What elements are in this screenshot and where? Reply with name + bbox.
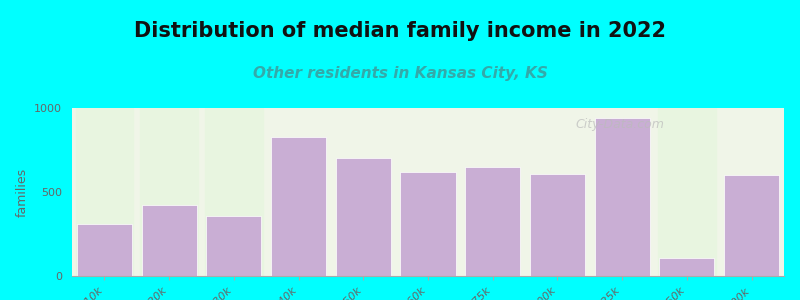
Text: City-Data.com: City-Data.com xyxy=(576,118,665,131)
Bar xyxy=(724,175,779,276)
Bar xyxy=(75,108,133,276)
Bar xyxy=(77,224,132,276)
Text: Other residents in Kansas City, KS: Other residents in Kansas City, KS xyxy=(253,66,547,81)
Text: Distribution of median family income in 2022: Distribution of median family income in … xyxy=(134,21,666,41)
Bar xyxy=(205,108,262,276)
Bar xyxy=(401,172,455,276)
Bar xyxy=(336,158,390,276)
Bar xyxy=(140,108,198,276)
Bar xyxy=(530,173,585,276)
Bar xyxy=(142,206,197,276)
Bar xyxy=(466,167,520,276)
Bar xyxy=(659,257,714,276)
Y-axis label: families: families xyxy=(16,167,29,217)
Bar xyxy=(271,136,326,276)
Bar xyxy=(594,118,650,276)
Bar xyxy=(206,215,262,276)
Bar xyxy=(658,108,716,276)
